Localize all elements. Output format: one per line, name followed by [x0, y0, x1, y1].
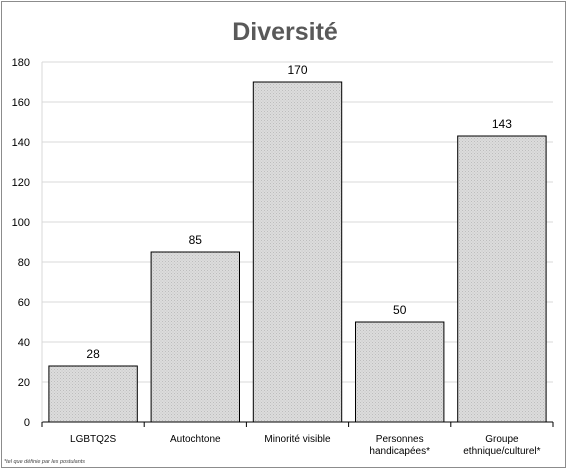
x-tick-label: Groupe	[485, 434, 519, 445]
y-tick-label: 140	[12, 137, 30, 149]
y-tick-label: 120	[12, 177, 30, 189]
data-label: 50	[393, 303, 407, 317]
data-label: 85	[189, 233, 203, 247]
y-tick-label: 100	[12, 217, 30, 229]
chart-title: Diversité	[232, 18, 338, 46]
data-label: 143	[492, 117, 512, 131]
x-tick-label: handicapées*	[369, 446, 430, 457]
y-tick-label: 20	[18, 377, 30, 389]
x-tick-label: Autochtone	[170, 434, 221, 445]
bar-2	[252, 81, 343, 423]
bar-3	[354, 321, 445, 423]
bars	[48, 81, 547, 423]
x-tick-label: Personnes	[376, 434, 424, 445]
y-tick-label: 180	[12, 57, 30, 69]
axes	[41, 62, 554, 427]
x-tick-label: ethnique/culturel*	[463, 446, 540, 457]
y-tick-label: 80	[18, 257, 30, 269]
y-tick-label: 160	[12, 97, 30, 109]
footnote: *tel que définie par les postulants	[4, 459, 85, 465]
y-tick-label: 0	[24, 417, 30, 429]
data-label: 170	[287, 63, 307, 77]
y-tick-label: 40	[18, 337, 30, 349]
bar-4	[457, 135, 547, 423]
labels: 0 20 40 60 80 100 120 140 160 180 28 LGBTQ2S 85 Autoc…	[12, 57, 541, 457]
data-label: 28	[86, 347, 100, 361]
x-tick-label: LGBTQ2S	[70, 434, 116, 445]
x-tick-label: Minorité visible	[264, 434, 331, 445]
bar-1	[150, 251, 241, 423]
bar-0	[48, 365, 138, 423]
y-tick-label: 60	[18, 297, 30, 309]
